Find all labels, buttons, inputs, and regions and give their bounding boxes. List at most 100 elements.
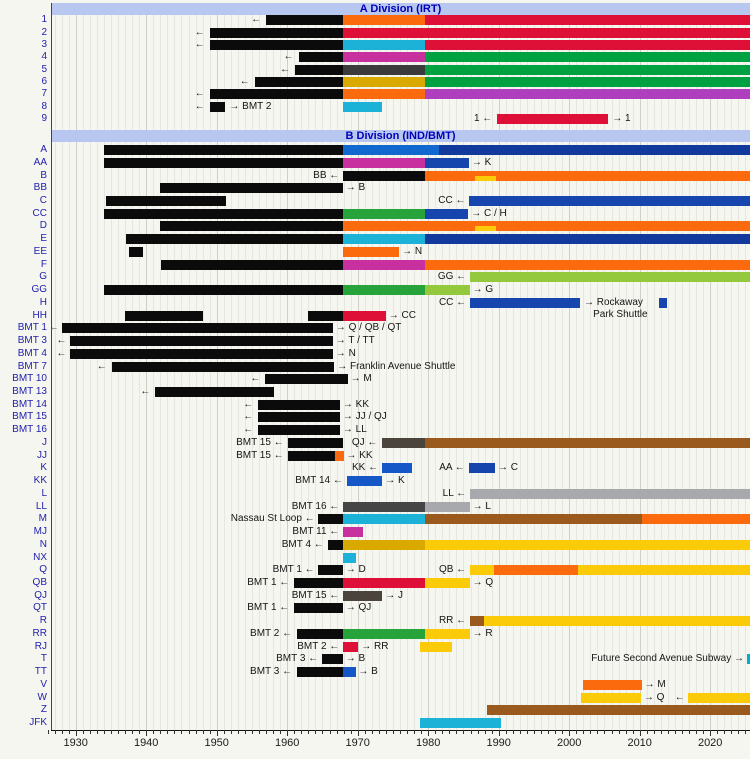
timeline-segment [209,27,343,38]
timeline-annotation: BMT 2 ← [297,640,340,652]
gridline [491,14,493,730]
row-label-t: T [40,653,47,665]
gridline [449,14,451,730]
timeline-segment [342,285,425,296]
gridline [745,14,747,730]
axis-tick [477,730,479,734]
row-label-bmt-14: BMT 14 [12,398,47,410]
axis-tick [667,730,669,734]
timeline-annotation: → Q [472,576,494,588]
timeline-segment [254,77,343,87]
gridline [125,14,126,730]
timeline-segment [106,195,226,206]
gridline [181,14,183,730]
gridline [103,14,105,730]
axis-tick [533,730,535,734]
row-label-bmt-15: BMT 15 [12,411,47,423]
timeline-annotation: → Rockaway [584,296,643,308]
axis-decade-label: 1970 [345,737,370,749]
gridline [505,14,507,730]
gridline [329,14,331,730]
axis-tick [343,730,345,734]
timeline-segment [265,374,348,385]
gridline [287,14,289,730]
gridline [562,14,564,730]
timeline-segment [659,297,668,308]
timeline-segment [342,145,439,155]
gridline [618,14,620,730]
timeline-segment [424,157,469,168]
gridline [244,14,246,730]
timeline-annotation: → M [644,678,666,690]
timeline-annotation: BMT 15 ← [291,589,340,601]
timeline-annotation: BMT 3 ← [276,653,319,665]
gridline [653,14,655,730]
axis-tick [237,730,239,734]
timeline-segment [297,667,343,678]
row-label-q: Q [39,564,47,576]
timeline-segment [474,226,496,232]
timeline-annotation: GG ← [437,271,467,283]
timeline-segment [125,310,203,321]
row-label-6: 6 [41,76,47,87]
timeline-segment [424,52,750,63]
timeline-segment [322,654,343,665]
timeline-annotation: CC ← [438,194,466,206]
timeline-segment [424,628,470,639]
timeline-segment [424,208,469,219]
axis-tick [181,730,183,734]
timeline-segment [342,259,425,270]
axis-tick [167,730,169,734]
row-label-j: J [42,436,47,448]
gridline [625,14,627,730]
row-label-qt: QT [33,602,47,614]
gridline [153,14,155,730]
timeline-annotation: KK ← [351,462,379,474]
axis-decade-label: 1940 [133,737,159,749]
timeline-annotation: → QJ [345,602,372,614]
timeline-annotation: ← [280,63,290,75]
axis-tick [371,730,373,734]
timeline-segment [342,170,425,181]
axis-tick [541,730,542,734]
row-label-nx: NX [33,551,47,563]
timeline-segment [342,52,425,63]
timeline-segment [298,52,343,63]
axis-tick [745,730,747,734]
axis-tick [660,730,662,734]
timeline-segment [342,246,400,257]
gridline [696,14,698,730]
gridline [470,14,472,730]
axis-tick [378,730,380,734]
timeline-segment [582,679,642,690]
axis-tick [400,730,401,734]
axis-tick [68,730,70,734]
timeline-segment [424,577,470,588]
division-b-header: B Division (IND/BMT) [51,129,750,142]
axis-tick [47,730,49,734]
timeline-segment [469,463,496,474]
timeline-annotation: BMT 11 ← [292,526,340,537]
timeline-annotation: BB ← [313,169,340,181]
gridline [428,14,430,730]
gridline [188,14,190,730]
row-label-5: 5 [41,63,47,75]
row-label-ee: EE [33,245,47,257]
timeline-annotation: Nassau St Loop ← [230,513,315,525]
row-label-mj: MJ [33,526,47,537]
gridline [280,14,282,730]
axis-tick [329,730,331,734]
timeline-segment [424,501,470,512]
row-label-f: F [40,258,47,270]
division-a-header: A Division (IRT) [51,3,750,15]
axis-tick [435,730,437,734]
gridline [604,14,606,730]
timeline-annotation: → Q / QB / QT [335,322,402,334]
gridline [590,14,592,730]
timeline-annotation: LL ← [442,487,467,499]
gridline [717,14,719,730]
timeline-annotation: BMT 1 ← [247,602,290,614]
row-label-m: M [38,513,47,525]
timeline-segment [318,514,343,525]
timeline-segment [424,77,750,87]
